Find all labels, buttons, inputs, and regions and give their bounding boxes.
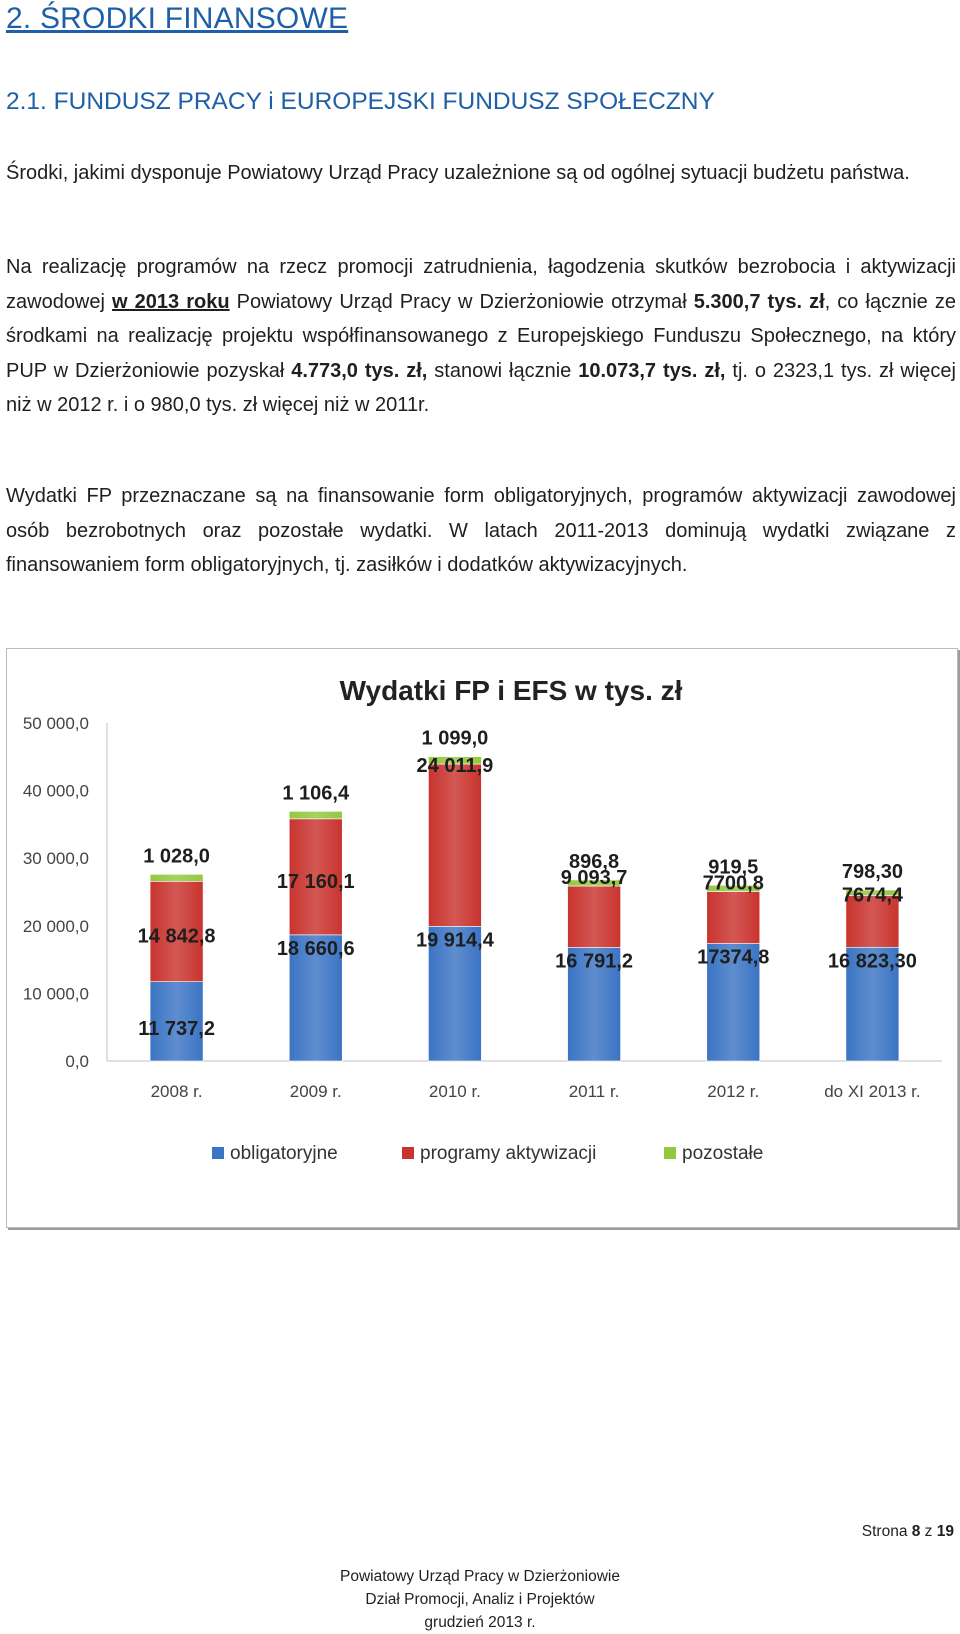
footer-line1: Powiatowy Urząd Pracy w Dzierżoniowie <box>340 1568 620 1585</box>
bar-segment <box>567 947 621 1062</box>
amount-fp: 5.300,7 tys. zł <box>693 290 825 313</box>
text-run: Na realizację programów na rzecz promocj… <box>6 256 956 313</box>
bar-segment <box>149 874 204 882</box>
chart-svg: Wydatki FP i EFS w tys. zł 0,0 10 000,0 20… <box>23 675 942 1164</box>
data-label: 9 093,7 <box>561 867 628 889</box>
y-tick-label: 30 000,0 <box>23 849 89 868</box>
data-label: 17 160,1 <box>277 871 355 893</box>
stacked-bar-chart: Wydatki FP i EFS w tys. zł 0,0 10 000,0 20… <box>6 648 958 1228</box>
x-tick-label: 2011 r. <box>569 1082 620 1101</box>
text-run: , co łącznie ze środkami na realizację p… <box>6 290 956 382</box>
bar-segment <box>845 895 900 948</box>
y-tick-label: 40 000,0 <box>23 782 89 801</box>
data-label: 18 660,6 <box>277 938 355 960</box>
legend-swatch <box>402 1147 414 1159</box>
x-tick-label: 2010 r. <box>429 1082 481 1101</box>
data-label: 7674,4 <box>842 884 904 906</box>
y-tick-label: 0,0 <box>65 1052 89 1071</box>
legend-swatch <box>664 1147 676 1159</box>
bar-segment <box>428 756 482 765</box>
x-tick-label: 2008 r. <box>151 1082 203 1101</box>
text-run: tj. o 2323,1 tys. zł więcej niż w 2012 r… <box>6 359 956 417</box>
data-label: 1 028,0 <box>143 845 210 867</box>
data-label: 17374,8 <box>697 947 769 969</box>
x-tick-label: 2012 r. <box>707 1082 759 1101</box>
text-run: Powiatowy Urząd Pracy w Dzierżoniowie ot… <box>229 290 694 313</box>
data-label: 7700,8 <box>703 872 764 894</box>
data-label: 896,8 <box>569 851 619 873</box>
y-tick-label: 20 000,0 <box>23 917 89 936</box>
section-heading: 2. ŚRODKI FINANSOWE <box>6 2 349 35</box>
data-label: 798,30 <box>842 861 903 883</box>
data-label: 1 106,4 <box>282 782 350 804</box>
data-label: 24 011,9 <box>417 755 494 777</box>
bar-segment <box>288 811 343 820</box>
chart-title: Wydatki FP i EFS w tys. zł <box>340 675 683 706</box>
bar-segment <box>567 885 621 948</box>
bar-segment <box>567 879 621 887</box>
data-label: 1 099,0 <box>422 728 489 750</box>
text-run: stanowi łącznie <box>427 359 579 382</box>
bar-segment <box>706 891 761 944</box>
legend-swatch <box>212 1147 224 1159</box>
data-label: 19 914,4 <box>416 929 495 951</box>
y-tick-label: 50 000,0 <box>23 714 89 733</box>
amount-total: 10.073,7 tys. zł, <box>578 359 726 382</box>
x-tick-label: 2009 r. <box>290 1082 342 1101</box>
footer-line2: Dział Promocji, Analiz i Projektów <box>365 1591 595 1608</box>
data-label: 14 842,8 <box>138 925 216 947</box>
data-label: 16 791,2 <box>555 950 633 972</box>
bar-segment <box>706 943 761 1062</box>
x-tick-label: do XI 2013 r. <box>824 1082 920 1101</box>
paragraph-funding: Na realizację programów na rzecz promocj… <box>6 250 956 423</box>
page-total: 19 <box>936 1523 954 1540</box>
bar-segment <box>845 889 900 896</box>
data-label: 16 823,30 <box>828 950 917 972</box>
amount-efs: 4.773,0 tys. zł, <box>291 359 428 382</box>
paragraph-intro: Środki, jakimi dysponuje Powiatowy Urząd… <box>6 162 910 184</box>
subsection-heading: 2.1. FUNDUSZ PRACY i EUROPEJSKI FUNDUSZ … <box>6 88 715 115</box>
page-number: Strona 8 z 19 <box>862 1523 954 1541</box>
page-prefix: Strona <box>861 1523 912 1540</box>
page-sep: z <box>920 1523 937 1540</box>
data-label: 919,5 <box>708 856 758 878</box>
year-highlight: w 2013 roku <box>112 290 230 313</box>
footer: Powiatowy Urząd Pracy w Dzierżoniowie Dz… <box>0 1565 960 1634</box>
bar-segment <box>428 926 482 1062</box>
y-tick-label: 10 000,0 <box>23 984 89 1003</box>
bar-segment <box>706 884 761 892</box>
legend-label: programy aktywizacji <box>420 1143 596 1164</box>
page-current: 8 <box>911 1523 921 1540</box>
footer-line3: grudzień 2013 r. <box>424 1614 536 1631</box>
legend-label: obligatoryjne <box>230 1143 338 1164</box>
data-label: 11 737,2 <box>138 1018 215 1040</box>
legend-label: pozostałe <box>682 1143 763 1164</box>
paragraph-expenses: Wydatki FP przeznaczane są na finansowan… <box>6 485 956 576</box>
bar-segment <box>428 763 482 927</box>
